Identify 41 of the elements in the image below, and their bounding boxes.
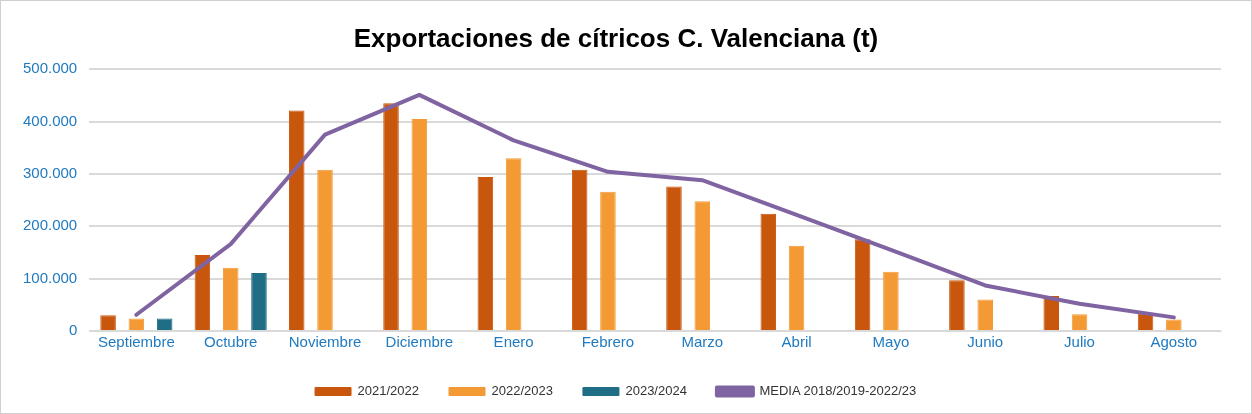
legend-label: 2021/2022 [357, 383, 419, 399]
x-tick-label: Julio [1064, 333, 1095, 351]
bar [883, 271, 899, 330]
legend-label: 2022/2023 [491, 383, 553, 399]
bar [600, 191, 616, 330]
y-tick-label: 300.000 [22, 164, 78, 182]
bar [505, 158, 522, 330]
y-tick-label: 200.000 [22, 216, 78, 234]
y-tick-label: 400.000 [22, 111, 78, 129]
bar [222, 267, 239, 330]
x-tick-label: Marzo [681, 333, 724, 351]
x-tick-label: Septiembre [98, 333, 175, 351]
bar [317, 169, 333, 330]
bar [694, 201, 711, 330]
bar [251, 272, 267, 330]
bar [760, 213, 777, 330]
chart-title: Exportaciones de cítricos C. Valenciana (t) [353, 22, 879, 53]
legend-label: MEDIA 2018/2019-2022/23 [759, 383, 917, 399]
x-tick-label: Abril [781, 333, 812, 351]
bar [288, 110, 305, 330]
bar [949, 280, 965, 330]
bar [666, 186, 682, 330]
bar [788, 245, 805, 330]
x-tick-label: Enero [493, 333, 534, 351]
y-tick-label: 100.000 [22, 268, 78, 286]
legend-label: 2023/2024 [625, 383, 687, 399]
bar [477, 177, 494, 330]
bar [411, 118, 428, 330]
bar [977, 299, 993, 330]
x-tick-label: Febrero [581, 333, 635, 351]
x-tick-label: Agosto [1150, 333, 1198, 351]
x-tick-label: Diciembre [385, 333, 454, 351]
bar [571, 169, 588, 330]
bar [383, 103, 399, 330]
x-tick-label: Mayo [872, 333, 910, 351]
y-tick-label: 0 [68, 321, 78, 339]
x-tick-label: Junio [967, 333, 1004, 351]
x-tick-label: Noviembre [288, 333, 362, 351]
x-tick-label: Octubre [204, 333, 258, 351]
bar [854, 239, 871, 330]
y-tick-label: 500.000 [22, 59, 78, 77]
